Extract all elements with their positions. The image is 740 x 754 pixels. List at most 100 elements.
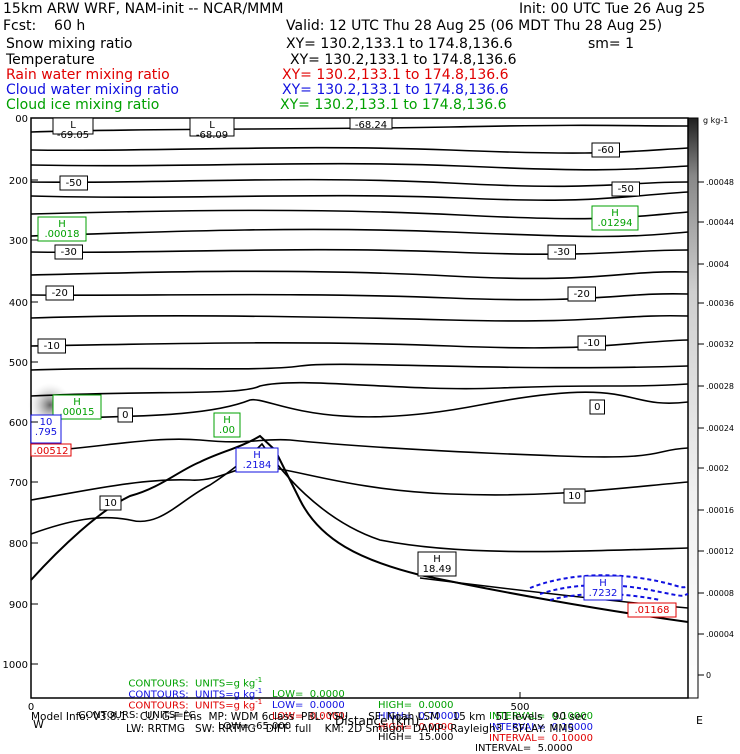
isotherm-label: -50	[59, 175, 88, 191]
isotherm-label-box	[547, 244, 576, 260]
isotherm-label-box	[563, 488, 586, 504]
extrema-label-box	[213, 412, 241, 438]
extrema-label: 10.795	[30, 414, 62, 444]
extrema-label-text: -69.05	[57, 130, 89, 141]
extrema-label-text: 10	[40, 417, 53, 428]
isotherm-label-text: -10	[584, 338, 600, 349]
terrain	[30, 434, 689, 623]
y-tick-label: 600	[9, 418, 28, 429]
isotherm-label: -50	[611, 181, 640, 197]
colorbar-tick-label: .00004	[706, 630, 734, 639]
contour-low: LOW= -65.000	[218, 721, 292, 732]
contour-units: CONTOURS: UNITS=g kg	[128, 678, 256, 690]
isotherm-line	[30, 438, 689, 458]
isotherm-label-text: -20	[574, 289, 590, 300]
isotherm-label-box	[59, 175, 88, 191]
isotherm-label: -30	[54, 244, 83, 260]
extrema-label-text: H	[58, 219, 66, 230]
y-tick-label: 900	[9, 600, 28, 611]
x-start-label: W	[33, 718, 44, 731]
x-tick-label: 500	[510, 702, 529, 713]
contour-info-ice: CONTOURS: UNITS=g kg-1 LOW= 0.0000 HIGH=…	[122, 664, 593, 722]
colorbar-tick-label: .0004	[706, 260, 729, 269]
field-name-temperature: Temperature	[6, 52, 95, 68]
extrema-label: H.01294	[591, 205, 639, 231]
isotherm-label: 10	[563, 488, 586, 504]
isotherm-label: -20	[45, 285, 74, 301]
extrema-label-text: .00	[219, 425, 235, 436]
y-tick-label: 500	[9, 358, 28, 369]
isotherm-label-box	[54, 244, 83, 260]
y-tick-label: 800	[9, 539, 28, 550]
contour-units-exp: -1	[255, 676, 263, 684]
extrema-label: .00512	[30, 443, 72, 457]
contour-low: LOW= 0.0000	[272, 711, 345, 723]
isotherm-label-text: -50	[618, 184, 634, 195]
contour-units: CONTOURS: UNITS=g kg	[128, 689, 256, 701]
colorbar-tick-label: .00048	[706, 178, 734, 187]
contour-interval: INTERVAL= 0.10000	[489, 733, 593, 745]
field-name-rain: Rain water mixing ratio	[6, 67, 170, 83]
extrema-label-box	[30, 443, 72, 457]
contour-low: LOW= 0.0000	[272, 689, 345, 701]
isotherm-label-text: -30	[554, 247, 570, 258]
init-time: Init: 00 UTC Tue 26 Aug 25	[519, 1, 706, 17]
isotherm-label-text: 0	[594, 402, 600, 413]
extrema-label: H.2184	[235, 447, 279, 473]
field-xy-cloud-ice: XY= 130.2,133.1 to 174.8,136.6	[280, 97, 507, 113]
isotherm-label: -10	[577, 335, 606, 351]
y-axis-ticks: 00 200 300 400 500 600 700 800 900 1000	[3, 114, 38, 671]
extrema-label-text: .795	[35, 427, 57, 438]
extrema-label-text: .00512	[34, 446, 69, 457]
contour-units-exp: -1	[255, 687, 263, 695]
field-name-snow: Snow mixing ratio	[6, 36, 133, 52]
extrema-label-box	[627, 602, 677, 618]
y-tick-label: 200	[9, 176, 28, 187]
colorbar	[687, 117, 699, 699]
colorbar-unit: g kg-1	[703, 116, 728, 125]
isotherm-label: -30	[547, 244, 576, 260]
extrema-label-text: .01294	[598, 218, 633, 229]
isotherm-line	[30, 442, 689, 553]
y-tick-label: 700	[9, 478, 28, 489]
isotherm-label: 0	[117, 407, 133, 423]
isotherm-line	[30, 465, 689, 501]
extrema-label-box	[235, 447, 279, 473]
contour-interval: INTERVAL= 0.10000	[489, 722, 593, 734]
colorbar-tick-label: .00016	[706, 506, 734, 515]
extrema-label-box	[37, 216, 87, 242]
field-smooth: sm= 1	[588, 36, 635, 52]
contour-info-rain: CONTOURS: UNITS=g kg-1 LOW= 0.0000 HIGH=…	[122, 686, 593, 744]
isotherm-label-box	[589, 399, 605, 415]
isotherm-line	[30, 339, 689, 349]
extrema-label-text: -68.09	[196, 130, 228, 141]
extrema-label-text: 18.49	[423, 564, 452, 575]
isotherm-label-text: 10	[104, 498, 117, 509]
isotherm-label-text: 0	[122, 410, 128, 421]
isotherm-label-box	[37, 338, 66, 354]
extrema-label-box	[591, 205, 639, 231]
x-end-label: E	[696, 714, 703, 727]
extrema-label-box	[189, 117, 235, 137]
forecast-hour: Fcst: 60 h	[3, 18, 86, 34]
isotherm-label-text: -50	[66, 178, 82, 189]
extrema-label-text: H	[253, 450, 261, 461]
extrema-label-box	[417, 551, 457, 577]
colorbar-tick-label: .00024	[706, 424, 734, 433]
contour-info-water: CONTOURS: UNITS=g kg-1 LOW= 0.0000 HIGH=…	[122, 675, 593, 733]
x-axis-ticks: 0 500 W E	[28, 692, 703, 731]
field-xy-cloud-water: XY= 130.2,133.1 to 174.8,136.6	[282, 82, 509, 98]
isotherm-label-text: -30	[61, 247, 77, 258]
isotherm-line	[30, 228, 689, 238]
colorbar-tick-label: .00028	[706, 382, 734, 391]
model-title: 15km ARW WRF, NAM-init -- NCAR/MMM	[3, 1, 284, 17]
contour-interval: INTERVAL= 5.0000	[475, 743, 573, 754]
extrema-label: L-68.09	[189, 117, 235, 141]
isotherm-line	[30, 178, 689, 188]
isotherm-line	[30, 162, 689, 171]
isotherm-label-box	[567, 286, 596, 302]
extrema-label-text: -68.24	[355, 120, 387, 131]
extrema-label-box	[349, 117, 393, 130]
isotherm-label-text: -20	[52, 288, 68, 299]
